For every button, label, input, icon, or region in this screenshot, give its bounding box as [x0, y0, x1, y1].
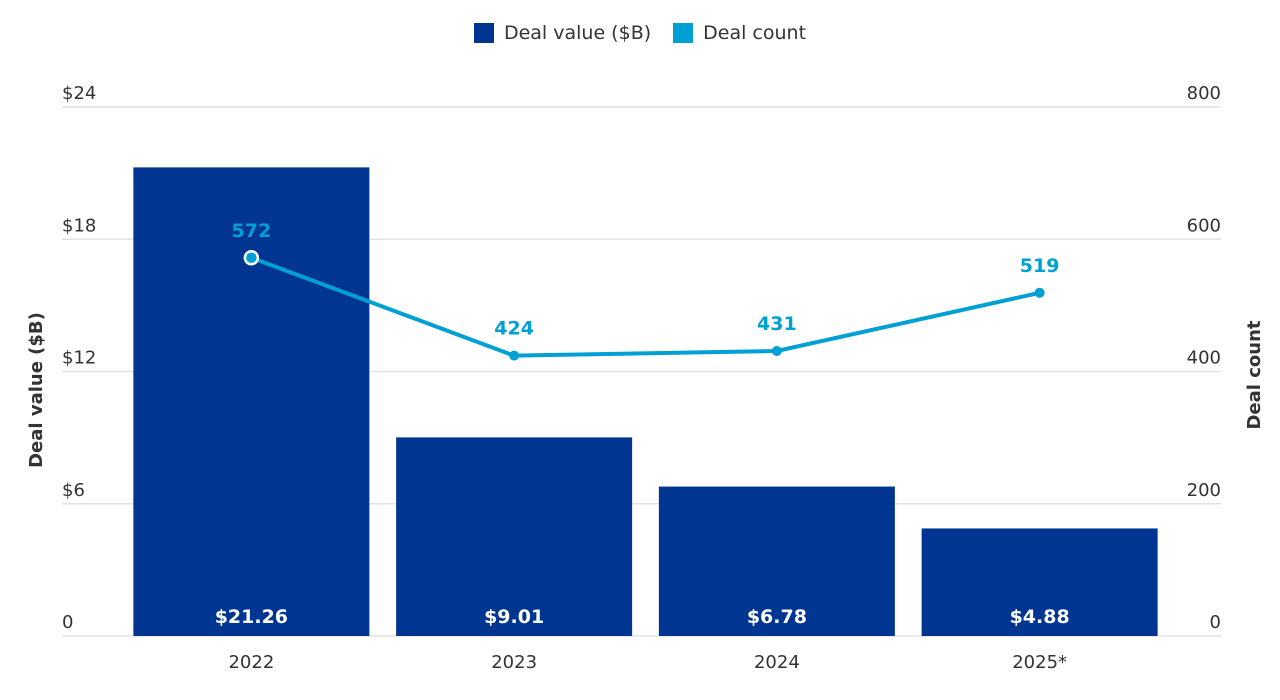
x-tick-label: 2023 — [491, 652, 537, 673]
legend-label: Deal value ($B) — [503, 22, 652, 44]
x-tick-label: 2025* — [1012, 652, 1067, 673]
bar — [658, 486, 895, 636]
bar — [396, 437, 633, 636]
line-point — [771, 346, 782, 357]
bar-value-label: $9.01 — [484, 606, 544, 628]
legend-swatch — [673, 23, 694, 43]
line-value-label: 431 — [757, 313, 797, 335]
y-tick-label: $6 — [62, 480, 85, 501]
deal-count-line — [250, 255, 1041, 358]
line-value-label: 572 — [232, 220, 272, 242]
y2-tick-label: 400 — [1187, 348, 1221, 369]
x-tick-label: 2022 — [228, 652, 274, 673]
y-tick-label: $12 — [62, 348, 96, 369]
y-tick-label: $18 — [62, 215, 96, 236]
y-axis-title: Deal value ($B) — [26, 312, 47, 468]
y2-axis-title: Deal count — [1244, 320, 1265, 429]
y2-tick-label: 800 — [1187, 83, 1221, 104]
legend-swatch — [473, 23, 494, 43]
bar-value-label: $4.88 — [1010, 606, 1070, 628]
legend-item: Deal count — [673, 22, 806, 44]
line-value-label: 424 — [494, 318, 534, 340]
line-point — [1034, 287, 1045, 298]
bar — [133, 167, 370, 636]
line-point — [509, 350, 520, 361]
y-tick-label: 0 — [62, 612, 73, 633]
legend-item: Deal value ($B) — [473, 22, 652, 44]
bar-value-label: $21.26 — [215, 606, 288, 628]
legend-label: Deal count — [703, 22, 807, 44]
y2-tick-label: 600 — [1187, 215, 1221, 236]
x-tick-label: 2024 — [754, 652, 800, 673]
line-value-label: 519 — [1020, 255, 1060, 277]
line-point — [243, 250, 260, 266]
legend: Deal value ($B) Deal count — [0, 22, 1280, 44]
y-tick-label: $24 — [62, 83, 96, 104]
y2-tick-label: 200 — [1187, 480, 1221, 501]
bar — [921, 528, 1158, 636]
bar-value-label: $6.78 — [747, 606, 807, 628]
y2-tick-label: 0 — [1210, 612, 1221, 633]
